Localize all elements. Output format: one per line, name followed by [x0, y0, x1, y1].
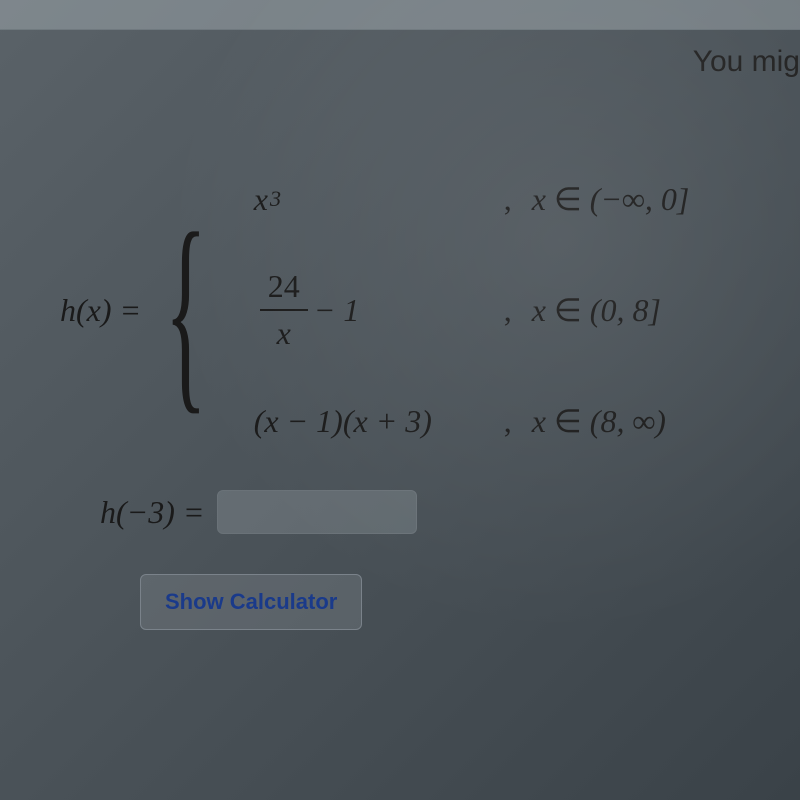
- main-content: h(x) = { x3 , x ∈ (−∞, 0] 24 x: [0, 0, 800, 680]
- case-2-condition: , x ∈ (0, 8]: [504, 291, 661, 329]
- cases-container: x3 , x ∈ (−∞, 0] 24 x − 1: [254, 180, 690, 440]
- case-1-condition: , x ∈ (−∞, 0]: [504, 180, 690, 218]
- sidebar-hint-text: You mig: [693, 30, 800, 79]
- case-3-condition: , x ∈ (8, ∞): [504, 402, 666, 440]
- answer-row: h(−3) =: [100, 490, 750, 534]
- case-3-expression: (x − 1)(x + 3): [254, 403, 504, 440]
- function-label: h(x) =: [60, 292, 141, 329]
- case-row-1: x3 , x ∈ (−∞, 0]: [254, 180, 690, 218]
- case-row-3: (x − 1)(x + 3) , x ∈ (8, ∞): [254, 402, 690, 440]
- case-row-2: 24 x − 1 , x ∈ (0, 8]: [254, 268, 690, 352]
- case-1-expression: x3: [254, 181, 504, 218]
- fraction: 24 x: [260, 268, 308, 352]
- case-2-expression: 24 x − 1: [254, 268, 504, 352]
- answer-input[interactable]: [217, 490, 417, 534]
- piecewise-definition: h(x) = { x3 , x ∈ (−∞, 0] 24 x: [60, 180, 750, 440]
- show-calculator-button[interactable]: Show Calculator: [140, 574, 362, 630]
- top-divider: [0, 0, 800, 30]
- answer-prompt: h(−3) =: [100, 494, 205, 531]
